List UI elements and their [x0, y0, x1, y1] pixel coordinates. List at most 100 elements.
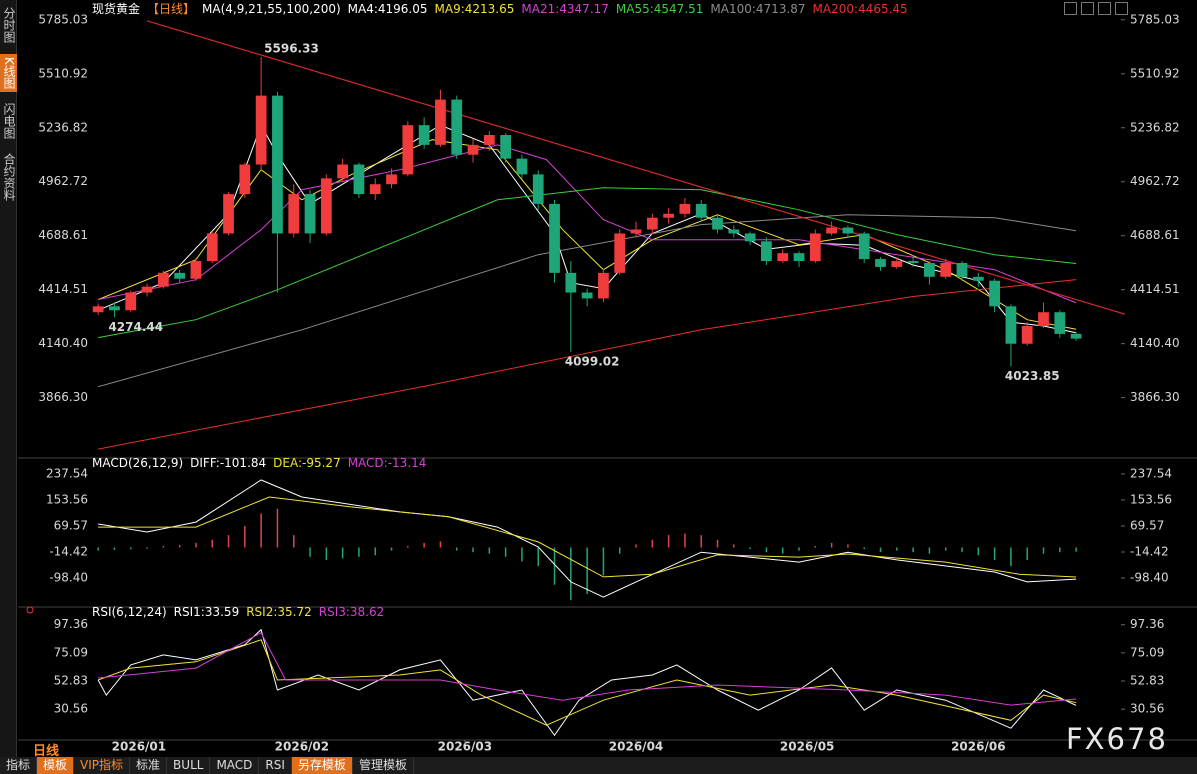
candle-body [157, 272, 169, 287]
tool-icon[interactable] [1098, 2, 1111, 15]
candle-body [1021, 326, 1033, 344]
tool-icon[interactable] [1081, 2, 1094, 15]
y-tick-label: 5236.82 [1130, 120, 1180, 134]
y-tick-label: -98.40 [49, 571, 88, 585]
candle-body [858, 233, 870, 260]
candle-body [744, 233, 756, 242]
candle-body [190, 261, 202, 279]
candle-body [337, 164, 349, 179]
toolbar-tab[interactable]: 指标 [0, 757, 38, 774]
y-tick-label: 4962.72 [1130, 174, 1180, 188]
indicator: RSI(6,12,24) [92, 605, 167, 619]
legend-entry: MA4:4196.05 [347, 2, 428, 16]
candle-body [532, 174, 544, 204]
candle-body [174, 272, 186, 279]
candle-body [1038, 312, 1049, 327]
toolbar-tab[interactable]: 另存模板 [291, 757, 353, 774]
candle-body [500, 135, 512, 159]
candle-body [369, 184, 381, 195]
candle-body [826, 227, 837, 234]
toolbar-tab[interactable]: 管理模板 [353, 757, 414, 774]
x-tick-label: 2026/03 [438, 740, 492, 754]
candle-body [288, 194, 300, 234]
candle-body [614, 233, 626, 273]
candle-body [663, 213, 675, 218]
candle-body [516, 158, 528, 175]
candle-body [353, 164, 365, 195]
candle-body [679, 203, 691, 214]
y-tick-label: 97.36 [54, 617, 88, 631]
y-tick-label: 4688.61 [38, 228, 88, 242]
candle-body [972, 276, 984, 281]
candle-body [956, 262, 968, 277]
y-tick-label: 52.83 [54, 674, 88, 688]
candle-body [728, 229, 740, 234]
candle-body [467, 144, 479, 155]
candle-body [940, 262, 952, 277]
candle-body [761, 241, 772, 262]
candle-body [598, 272, 609, 299]
toolbar-tab[interactable]: RSI [259, 757, 292, 774]
legend-entry: DEA:-95.27 [273, 456, 341, 470]
watermark: FX678 [1066, 722, 1168, 756]
candle-body [842, 227, 854, 234]
toolbar-tab[interactable]: VIP指标 [74, 757, 131, 774]
y-tick-label: 30.56 [54, 702, 88, 716]
candle-body [793, 253, 805, 262]
legend-entry: RSI3:38.62 [318, 605, 385, 619]
legend-entry: MA21:4347.17 [521, 2, 609, 16]
candle-body [630, 229, 642, 234]
tool-icon[interactable] [1064, 2, 1077, 15]
y-tick-label: 5236.82 [38, 120, 88, 134]
line [97, 639, 1077, 726]
candle-body [255, 95, 267, 165]
chart: 5785.03 5785.03 5510.92 5510.92 5236.82 5236.… [18, 12, 1197, 754]
candle-body [451, 99, 463, 155]
y-tick-label: 153.56 [46, 492, 88, 506]
y-tick-label: -98.40 [1130, 571, 1169, 585]
side-tab[interactable]: 合约资料 [2, 152, 16, 201]
legend-entry: MACD:-13.14 [347, 456, 427, 470]
side-tab[interactable]: 分时图 [2, 7, 16, 43]
candle-body [418, 125, 430, 145]
y-tick-label: -14.42 [49, 544, 88, 558]
line [98, 632, 1077, 706]
toolbar-tab[interactable]: MACD [210, 757, 260, 774]
candle-body [712, 217, 723, 230]
y-tick-label: 69.57 [54, 518, 88, 532]
candle-body [125, 292, 137, 311]
y-tick-label: 4140.40 [38, 336, 88, 350]
candle-body [695, 203, 707, 218]
pane-icon[interactable] [26, 606, 34, 614]
candle-body [304, 194, 316, 234]
toolbar: 指标 模板 VIP指标 标准 BULL MACD RSI 另存模板 管理模板 [0, 757, 1197, 774]
y-tick-label: 4688.61 [1130, 228, 1180, 242]
y-tick-label: 75.09 [1130, 645, 1164, 659]
line [146, 20, 1126, 315]
legend-entry: RSI2:35.72 [246, 605, 312, 619]
line [97, 628, 1077, 737]
toolbar-tab[interactable]: 标准 [130, 757, 168, 774]
side-tab[interactable]: 闪电图 [2, 102, 16, 139]
legend-entry: RSI1:33.59 [173, 605, 240, 619]
tool-icon[interactable] [1115, 2, 1128, 15]
toolbar-tab[interactable]: BULL [167, 757, 211, 774]
indicator: MA(4,9,21,55,100,200) [202, 2, 341, 16]
candle-body [206, 233, 218, 262]
candle-body [272, 95, 283, 234]
x-tick-label: 2026/01 [112, 740, 166, 754]
period-label[interactable]: 日线 [33, 744, 60, 759]
candle-body [907, 261, 919, 263]
side-tab[interactable]: K线图 [0, 54, 17, 92]
legend-entry: MA100:4713.87 [710, 2, 806, 16]
x-tick-label: 2026/02 [275, 740, 329, 754]
toolbar-tab[interactable]: 模板 [37, 757, 75, 774]
y-tick-label: 237.54 [46, 466, 88, 480]
sidebar: 分时图 K线图 闪电图 合约资料 [0, 0, 17, 757]
x-tick-label: 2026/06 [951, 740, 1005, 754]
legend-entry: MA9:4213.65 [434, 2, 515, 16]
y-tick-label: 4140.40 [1130, 336, 1180, 350]
y-tick-label: 4962.72 [38, 174, 88, 188]
y-tick-label: 30.56 [1130, 702, 1164, 716]
